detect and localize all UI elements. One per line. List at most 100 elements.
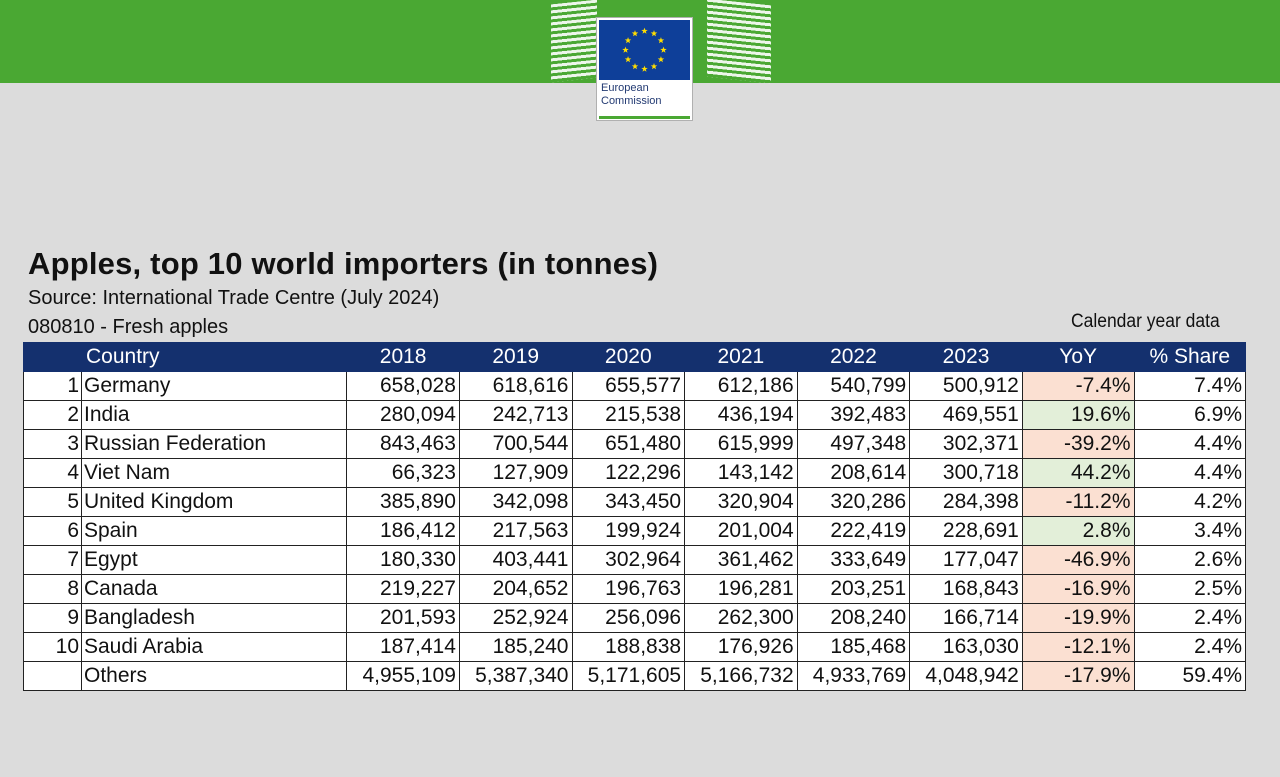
rank-cell (23, 661, 82, 691)
value-cell: 302,371 (909, 429, 1023, 459)
value-cell: 436,194 (684, 400, 798, 430)
yoy-cell: -7.4% (1021, 371, 1135, 401)
country-cell: Saudi Arabia (80, 632, 348, 662)
value-cell: 843,463 (346, 429, 460, 459)
share-cell: 2.4% (1133, 632, 1246, 662)
value-cell: 5,387,340 (458, 661, 573, 691)
value-cell: 187,414 (346, 632, 460, 662)
country-cell: Germany (80, 371, 348, 401)
value-cell: 4,048,942 (909, 661, 1023, 691)
value-cell: 242,713 (458, 400, 573, 430)
rank-cell: 6 (23, 516, 82, 546)
table-row: Others 4,955,109 5,387,340 5,171,605 5,166,7… (23, 661, 1246, 691)
logo-text: European Commission (601, 82, 691, 108)
rank-cell: 1 (23, 371, 82, 401)
table-row: 8 Canada 219,227 204,652 196,763 196,281 203,2… (23, 574, 1246, 604)
eu-star-icon (660, 46, 667, 53)
value-cell: 196,763 (571, 574, 686, 604)
value-cell: 186,412 (346, 516, 460, 546)
share-cell: 6.9% (1133, 400, 1246, 430)
eu-star-icon (641, 27, 648, 34)
value-cell: 196,281 (684, 574, 798, 604)
value-cell: 66,323 (346, 458, 460, 488)
yoy-cell: 44.2% (1021, 458, 1135, 488)
value-cell: 469,551 (909, 400, 1023, 430)
value-cell: 203,251 (796, 574, 911, 604)
eu-star-icon (622, 46, 629, 53)
value-cell: 177,047 (909, 545, 1023, 575)
value-cell: 284,398 (909, 487, 1023, 517)
value-cell: 651,480 (571, 429, 686, 459)
value-cell: 219,227 (346, 574, 460, 604)
share-cell: 2.6% (1133, 545, 1246, 575)
yoy-cell: 2.8% (1021, 516, 1135, 546)
value-cell: 385,890 (346, 487, 460, 517)
rank-cell: 10 (23, 632, 82, 662)
rank-cell: 4 (23, 458, 82, 488)
value-cell: 163,030 (909, 632, 1023, 662)
value-cell: 168,843 (909, 574, 1023, 604)
country-cell: Egypt (80, 545, 348, 575)
share-cell: 2.5% (1133, 574, 1246, 604)
value-cell: 185,240 (458, 632, 573, 662)
value-cell: 618,616 (458, 371, 573, 401)
value-cell: 4,955,109 (346, 661, 460, 691)
eu-star-icon (624, 56, 632, 63)
eu-star-icon (631, 30, 639, 37)
eu-star-icon (624, 37, 632, 44)
share-cell: 4.4% (1133, 458, 1246, 488)
share-cell: 4.2% (1133, 487, 1246, 517)
share-cell: 4.4% (1133, 429, 1246, 459)
column-header: Country (80, 342, 348, 372)
value-cell: 302,964 (571, 545, 686, 575)
value-cell: 217,563 (458, 516, 573, 546)
value-cell: 188,838 (571, 632, 686, 662)
logo-line1: European (601, 82, 649, 94)
logo-stripes-right (707, 0, 771, 84)
column-header: 2022 (796, 342, 911, 372)
value-cell: 201,593 (346, 603, 460, 633)
eu-star-icon (631, 63, 639, 70)
value-cell: 180,330 (346, 545, 460, 575)
rank-cell: 7 (23, 545, 82, 575)
value-cell: 122,296 (571, 458, 686, 488)
logo-underline (599, 116, 690, 119)
value-cell: 615,999 (684, 429, 798, 459)
table-row: 4 Viet Nam 66,323 127,909 122,296 143,142 208,… (23, 458, 1246, 488)
source-note: Source: International Trade Centre (July… (28, 287, 440, 309)
share-cell: 2.4% (1133, 603, 1246, 633)
yoy-cell: -12.1% (1021, 632, 1135, 662)
table-row: 2 India 280,094 242,713 215,538 436,194 392,48… (23, 400, 1246, 430)
value-cell: 655,577 (571, 371, 686, 401)
value-cell: 199,924 (571, 516, 686, 546)
column-header: 2019 (458, 342, 573, 372)
yoy-cell: 19.6% (1021, 400, 1135, 430)
share-cell: 3.4% (1133, 516, 1246, 546)
value-cell: 204,652 (458, 574, 573, 604)
rank-cell: 9 (23, 603, 82, 633)
eu-flag-icon (599, 20, 690, 80)
value-cell: 320,286 (796, 487, 911, 517)
table-row: 5 United Kingdom 385,890 342,098 343,450 320,… (23, 487, 1246, 517)
table-row: 10 Saudi Arabia 187,414 185,240 188,838 176,9… (23, 632, 1246, 662)
table-row: 6 Spain 186,412 217,563 199,924 201,004 222,41… (23, 516, 1246, 546)
rank-cell: 8 (23, 574, 82, 604)
table-row: 1 Germany 658,028 618,616 655,577 612,186 540,… (23, 371, 1246, 401)
value-cell: 127,909 (458, 458, 573, 488)
value-cell: 262,300 (684, 603, 798, 633)
table-header-row: Country 2018 2019 2020 2021 2022 2023 YoY% Shar… (23, 342, 1246, 372)
country-cell: United Kingdom (80, 487, 348, 517)
rank-cell: 2 (23, 400, 82, 430)
value-cell: 256,096 (571, 603, 686, 633)
table-row: 3 Russian Federation 843,463 700,544 651,480… (23, 429, 1246, 459)
page-title: Apples, top 10 world importers (in tonne… (28, 246, 659, 281)
value-cell: 540,799 (796, 371, 911, 401)
value-cell: 208,240 (796, 603, 911, 633)
country-cell: Canada (80, 574, 348, 604)
value-cell: 280,094 (346, 400, 460, 430)
logo-stripes-left (551, 0, 597, 83)
value-cell: 497,348 (796, 429, 911, 459)
table-body: 1 Germany 658,028 618,616 655,577 612,186 540,… (23, 371, 1246, 691)
value-cell: 222,419 (796, 516, 911, 546)
country-cell: Viet Nam (80, 458, 348, 488)
